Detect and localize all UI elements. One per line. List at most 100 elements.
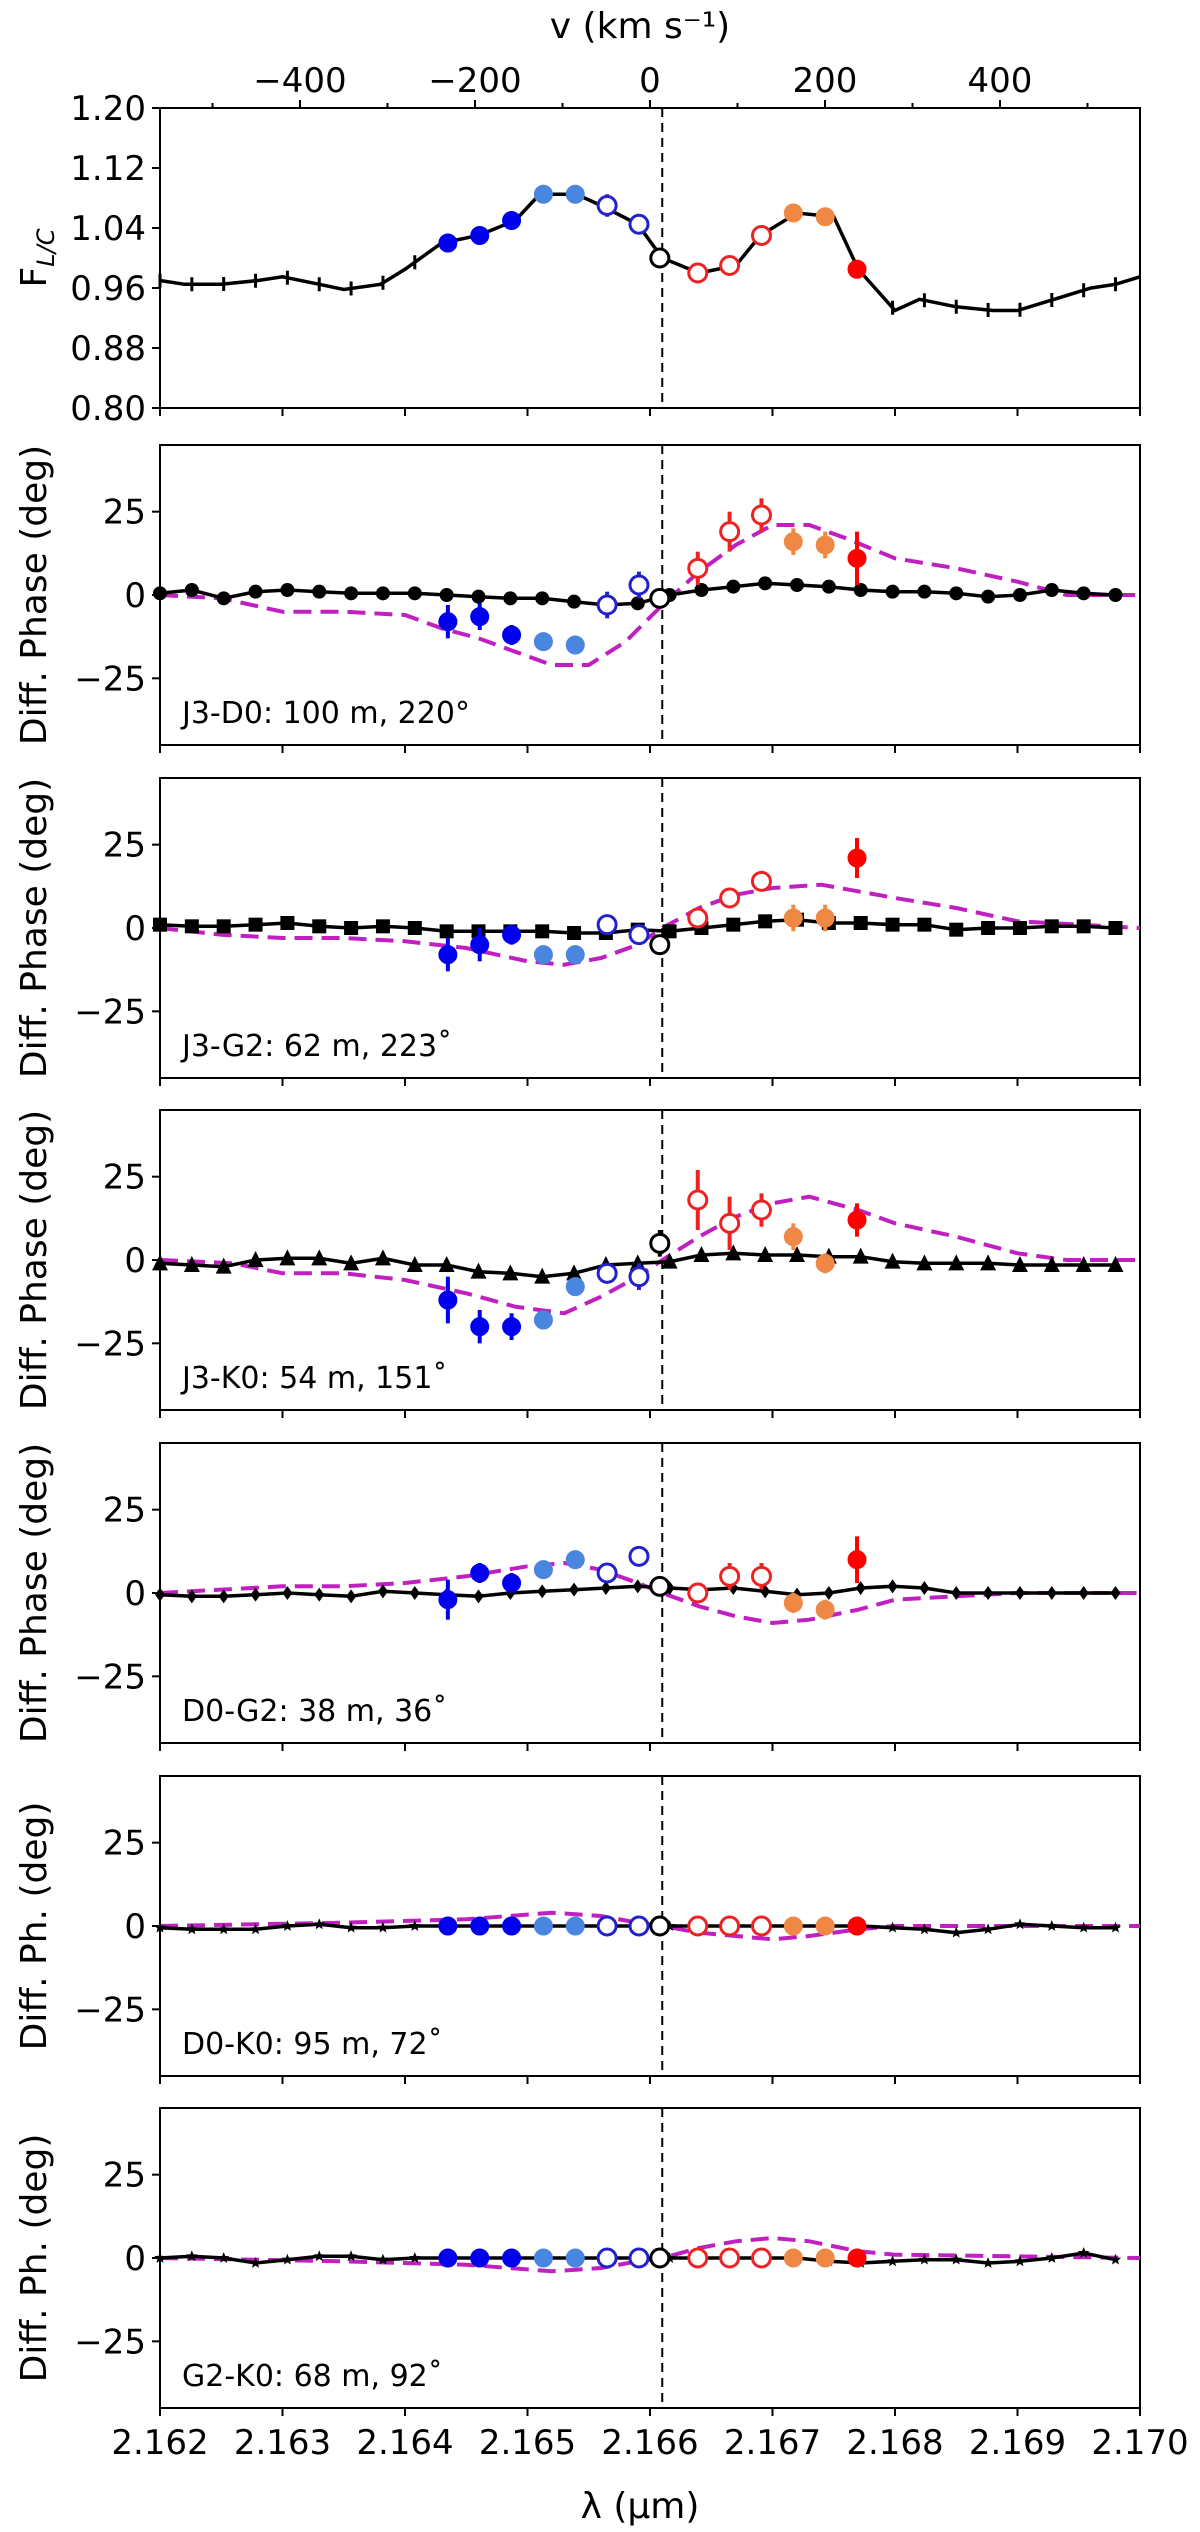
channel-point bbox=[565, 2248, 585, 2268]
phase-marker bbox=[1014, 2255, 1026, 2267]
phase-marker bbox=[1046, 1920, 1058, 1931]
phase-marker bbox=[312, 584, 327, 599]
channel-point bbox=[438, 612, 458, 632]
phase-marker bbox=[632, 1579, 643, 1594]
phase-marker bbox=[153, 917, 167, 932]
panel-2: 25 0 −25 Diff. Phase (deg) J3-D0: 100 m, 220… bbox=[14, 444, 1141, 753]
phase-marker bbox=[1110, 1586, 1121, 1600]
phase-marker bbox=[1108, 921, 1123, 935]
phase-marker bbox=[312, 919, 327, 934]
channel-point bbox=[470, 935, 490, 955]
channel-point bbox=[649, 587, 671, 609]
phase-marker bbox=[407, 921, 422, 935]
y-tick-label: −25 bbox=[74, 992, 146, 1032]
phase-marker bbox=[855, 1581, 866, 1595]
y-tick-label: 1.04 bbox=[70, 209, 146, 249]
phase-marker bbox=[694, 583, 709, 597]
phase-marker bbox=[439, 588, 454, 602]
phase-marker bbox=[949, 922, 964, 937]
y-tick-label: 25 bbox=[103, 826, 146, 866]
phase-marker bbox=[949, 586, 964, 601]
phase-marker bbox=[983, 1586, 994, 1600]
phase-marker bbox=[918, 1923, 931, 1935]
phase-marker bbox=[661, 1252, 678, 1269]
phase-marker bbox=[1075, 1256, 1092, 1272]
channel-point bbox=[847, 1550, 867, 1570]
channel-point bbox=[596, 2247, 618, 2269]
phase-marker bbox=[186, 1589, 197, 1604]
channel-point bbox=[470, 1317, 490, 1337]
channel-point bbox=[847, 1916, 867, 1936]
y-tick-label: −25 bbox=[74, 1990, 146, 2030]
channel-point bbox=[719, 1565, 741, 1587]
channel-point bbox=[815, 1916, 835, 1936]
phase-marker bbox=[183, 1256, 200, 1272]
x-tick-label: 2.169 bbox=[969, 2423, 1066, 2463]
y-axis-label: Diff. Ph. (deg) bbox=[14, 1802, 55, 2051]
phase-marker bbox=[1077, 2247, 1090, 2258]
phase-marker bbox=[216, 591, 231, 606]
phase-marker bbox=[281, 2253, 294, 2265]
channel-point bbox=[649, 1575, 671, 1597]
phase-marker bbox=[758, 914, 773, 929]
phase-marker bbox=[951, 1586, 962, 1600]
phase-marker bbox=[567, 594, 582, 609]
phase-marker bbox=[438, 1256, 455, 1272]
phase-marker bbox=[981, 921, 996, 935]
phase-marker bbox=[662, 924, 677, 939]
phase-marker bbox=[470, 1262, 487, 1279]
phase-marker bbox=[982, 1923, 994, 1935]
top-tick-label: 0 bbox=[639, 61, 661, 101]
y-tick-label: 0 bbox=[124, 576, 146, 616]
spectrum-line bbox=[159, 192, 1141, 313]
phase-marker bbox=[184, 583, 199, 597]
phase-marker bbox=[374, 1249, 391, 1266]
panel-5: 25 0 −25 Diff. Phase (deg) D0-G2: 38 m, 36˚ bbox=[14, 1442, 1141, 1751]
phase-marker bbox=[184, 919, 199, 934]
channel-point bbox=[783, 2248, 803, 2268]
phase-marker bbox=[630, 596, 645, 611]
phase-marker bbox=[1012, 921, 1027, 935]
phase-marker bbox=[279, 1249, 296, 1266]
channel-point bbox=[565, 1550, 585, 1570]
phase-marker bbox=[1077, 1921, 1090, 1933]
channel-point bbox=[815, 2248, 835, 2268]
channel-point bbox=[628, 1545, 650, 1567]
channel-point bbox=[750, 870, 772, 892]
top-tick-label: −400 bbox=[253, 61, 346, 101]
phase-marker bbox=[502, 1264, 519, 1281]
phase-marker bbox=[758, 576, 773, 591]
phase-marker bbox=[887, 1579, 898, 1594]
baseline-label: J3-K0: 54 m, 151˚ bbox=[180, 1361, 447, 1396]
phase-marker bbox=[280, 583, 295, 597]
channel-point bbox=[719, 2247, 741, 2269]
x-tick-label: 2.162 bbox=[111, 2423, 208, 2463]
channel-point bbox=[628, 1915, 650, 1937]
phase-marker bbox=[790, 578, 804, 592]
phase-marker bbox=[789, 1246, 805, 1262]
channel-point bbox=[596, 1915, 618, 1937]
channel-point bbox=[565, 635, 585, 655]
y-tick-label: 0 bbox=[124, 2239, 146, 2279]
phase-marker bbox=[439, 924, 454, 939]
channel-point bbox=[750, 1199, 772, 1221]
top-velocity-axis: −400 −200 0 200 400 bbox=[211, 61, 1089, 108]
channel-point bbox=[628, 1266, 650, 1288]
x-tick-label: 2.163 bbox=[234, 2423, 331, 2463]
phase-marker bbox=[407, 586, 422, 601]
panel-4: 25 0 −25 Diff. Phase (deg) J3-K0: 54 m, 151˚ bbox=[14, 1109, 1141, 1418]
y-tick-label: 25 bbox=[103, 493, 146, 533]
channel-point bbox=[783, 203, 803, 223]
y-tick-label: 25 bbox=[103, 1824, 146, 1864]
channel-point bbox=[687, 1189, 709, 1211]
phase-marker bbox=[215, 1257, 232, 1274]
y-tick-label: −25 bbox=[74, 659, 146, 699]
phase-marker bbox=[375, 586, 390, 601]
phase-marker bbox=[1046, 2252, 1058, 2263]
phase-marker bbox=[377, 1584, 388, 1599]
channel-point bbox=[533, 1310, 553, 1330]
y-axis-label-main: F bbox=[14, 267, 55, 288]
phase-marker bbox=[566, 1264, 583, 1281]
panel-1: 0.80 0.88 0.96 1.04 1.12 1.20 FL/C bbox=[14, 89, 1141, 429]
phase-marker bbox=[311, 1249, 328, 1266]
